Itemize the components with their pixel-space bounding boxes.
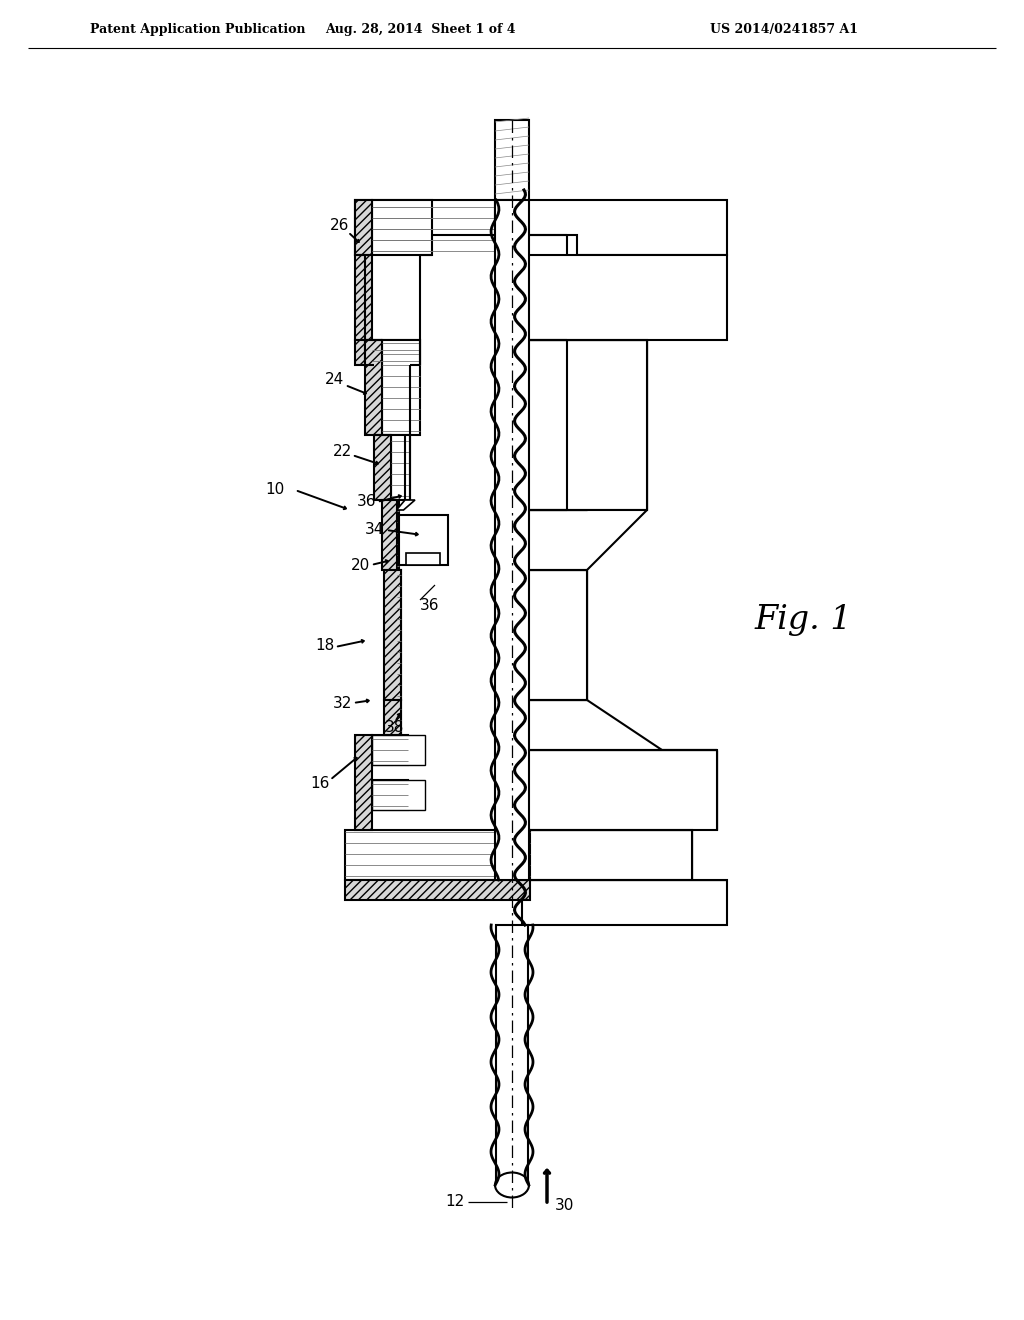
Polygon shape (365, 341, 382, 436)
Text: 24: 24 (326, 372, 345, 388)
Bar (495, 120, 529, 201)
Text: 20: 20 (350, 557, 370, 573)
Text: 34: 34 (366, 523, 385, 537)
Polygon shape (384, 570, 400, 700)
Text: 26: 26 (331, 218, 349, 232)
Polygon shape (355, 341, 365, 366)
Polygon shape (382, 341, 420, 436)
Polygon shape (522, 570, 587, 700)
Polygon shape (384, 700, 400, 735)
Polygon shape (397, 570, 400, 700)
Polygon shape (355, 255, 372, 341)
Polygon shape (522, 830, 692, 880)
Polygon shape (522, 510, 647, 570)
Text: 22: 22 (333, 445, 351, 459)
Bar (495, 201, 529, 880)
Polygon shape (396, 500, 398, 570)
Polygon shape (522, 880, 727, 925)
Polygon shape (522, 255, 727, 341)
Text: 38: 38 (385, 721, 404, 735)
Polygon shape (390, 436, 410, 500)
Text: 32: 32 (333, 696, 351, 710)
Polygon shape (372, 341, 420, 366)
Polygon shape (522, 201, 727, 255)
Ellipse shape (495, 1172, 529, 1197)
Polygon shape (522, 700, 717, 750)
Polygon shape (355, 201, 495, 255)
Bar (407, 553, 440, 565)
Polygon shape (355, 201, 372, 255)
Text: 16: 16 (310, 776, 330, 791)
Text: US 2014/0241857 A1: US 2014/0241857 A1 (710, 22, 858, 36)
Text: 30: 30 (555, 1197, 574, 1213)
Polygon shape (522, 341, 647, 510)
Text: 10: 10 (265, 483, 285, 498)
Polygon shape (372, 201, 432, 255)
Text: Aug. 28, 2014  Sheet 1 of 4: Aug. 28, 2014 Sheet 1 of 4 (325, 22, 515, 36)
Text: 36: 36 (357, 495, 377, 510)
Polygon shape (372, 780, 425, 810)
Text: 12: 12 (445, 1195, 465, 1209)
Polygon shape (396, 500, 415, 510)
Polygon shape (374, 436, 390, 500)
Polygon shape (372, 780, 408, 810)
Bar (398, 515, 449, 565)
Polygon shape (345, 830, 530, 880)
Polygon shape (372, 735, 425, 766)
Text: Fig. 1: Fig. 1 (755, 605, 853, 636)
Text: 18: 18 (315, 638, 335, 652)
Polygon shape (345, 880, 530, 900)
Bar (496, 925, 528, 1185)
Polygon shape (382, 500, 396, 570)
Polygon shape (372, 735, 408, 766)
Text: 36: 36 (420, 598, 439, 612)
Text: Patent Application Publication: Patent Application Publication (90, 22, 305, 36)
Polygon shape (355, 735, 372, 830)
Polygon shape (522, 750, 717, 830)
